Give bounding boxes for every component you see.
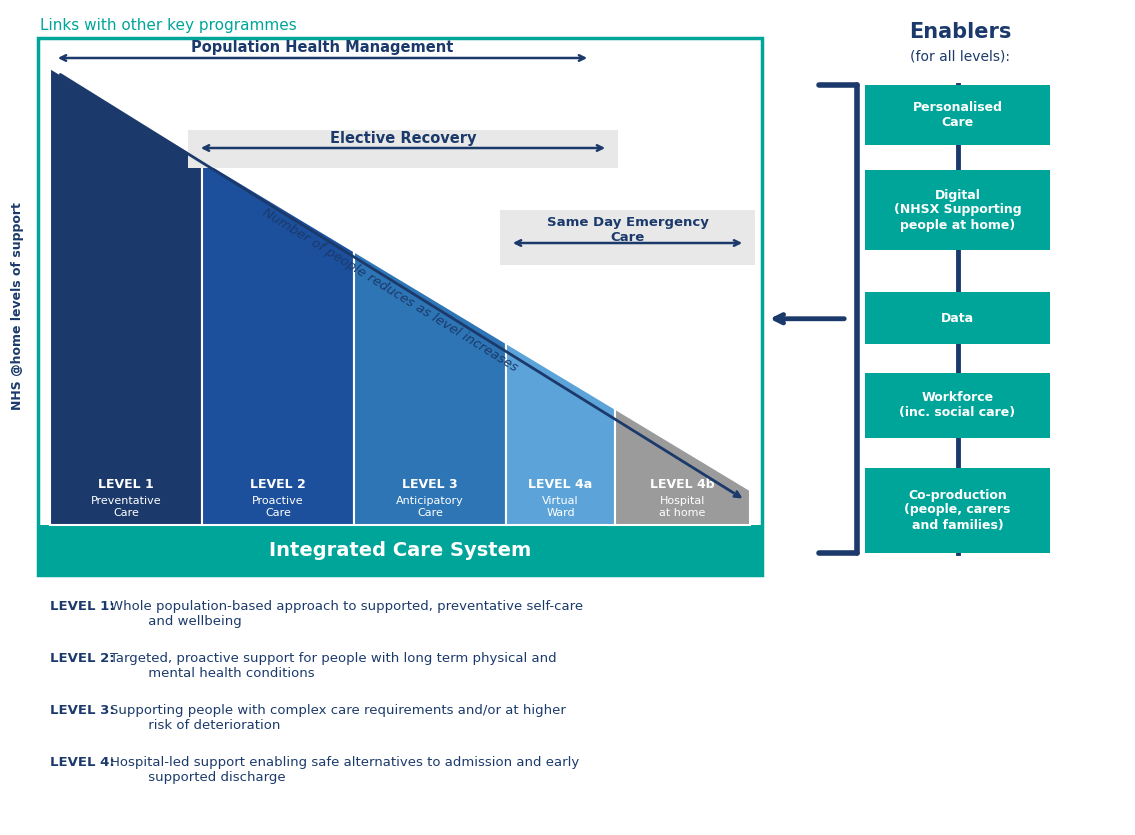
Bar bbox=[865, 468, 1050, 553]
Text: LEVEL 4a: LEVEL 4a bbox=[529, 478, 592, 492]
Text: Hospital-led support enabling safe alternatives to admission and early
         : Hospital-led support enabling safe alter… bbox=[110, 756, 579, 784]
Text: Co-production
(people, carers
and families): Co-production (people, carers and famili… bbox=[905, 488, 1010, 532]
Bar bbox=[37, 38, 762, 575]
Bar bbox=[865, 85, 1050, 145]
Text: LEVEL 1:: LEVEL 1: bbox=[50, 600, 115, 613]
Polygon shape bbox=[50, 68, 202, 525]
Text: LEVEL 3:: LEVEL 3: bbox=[50, 704, 115, 717]
Text: Whole population-based approach to supported, preventative self-care
         an: Whole population-based approach to suppo… bbox=[110, 600, 583, 628]
Bar bbox=[865, 292, 1050, 344]
Text: Virtual
Ward: Virtual Ward bbox=[543, 496, 579, 518]
Text: NHS @home levels of support: NHS @home levels of support bbox=[11, 203, 25, 411]
Polygon shape bbox=[506, 343, 615, 525]
Text: LEVEL 3: LEVEL 3 bbox=[402, 478, 457, 492]
Text: Number of people reduces as level increases: Number of people reduces as level increa… bbox=[260, 205, 520, 374]
Text: Supporting people with complex care requirements and/or at higher
         risk : Supporting people with complex care requ… bbox=[110, 704, 566, 732]
Text: Population Health Management: Population Health Management bbox=[191, 40, 453, 55]
Text: LEVEL 4:: LEVEL 4: bbox=[50, 756, 115, 769]
Text: LEVEL 1: LEVEL 1 bbox=[98, 478, 154, 492]
Text: Enablers: Enablers bbox=[909, 22, 1011, 42]
Text: Hospital
at home: Hospital at home bbox=[659, 496, 706, 518]
Text: Personalised
Care: Personalised Care bbox=[913, 101, 1002, 129]
Text: (for all levels):: (for all levels): bbox=[910, 50, 1010, 64]
Text: Workforce
(inc. social care): Workforce (inc. social care) bbox=[899, 391, 1016, 419]
Polygon shape bbox=[202, 159, 354, 525]
Text: Targeted, proactive support for people with long term physical and
         ment: Targeted, proactive support for people w… bbox=[110, 652, 556, 680]
Bar bbox=[188, 130, 617, 168]
Text: LEVEL 4b: LEVEL 4b bbox=[650, 478, 715, 492]
Bar bbox=[501, 210, 755, 265]
Text: LEVEL 2: LEVEL 2 bbox=[250, 478, 305, 492]
Polygon shape bbox=[354, 251, 506, 525]
Text: Digital
(NHSX Supporting
people at home): Digital (NHSX Supporting people at home) bbox=[893, 189, 1022, 231]
Text: Same Day Emergency
Care: Same Day Emergency Care bbox=[547, 216, 708, 244]
Text: Preventative
Care: Preventative Care bbox=[91, 496, 161, 518]
Text: Links with other key programmes: Links with other key programmes bbox=[40, 18, 296, 33]
Text: Data: Data bbox=[941, 311, 974, 325]
Text: LEVEL 2:: LEVEL 2: bbox=[50, 652, 115, 665]
Text: Elective Recovery: Elective Recovery bbox=[330, 131, 477, 146]
Polygon shape bbox=[615, 408, 750, 525]
Text: Proactive
Care: Proactive Care bbox=[252, 496, 304, 518]
Text: Anticipatory
Care: Anticipatory Care bbox=[396, 496, 464, 518]
Text: Integrated Care System: Integrated Care System bbox=[269, 540, 531, 559]
Bar bbox=[865, 372, 1050, 438]
Bar bbox=[865, 170, 1050, 250]
Bar bbox=[37, 525, 762, 575]
